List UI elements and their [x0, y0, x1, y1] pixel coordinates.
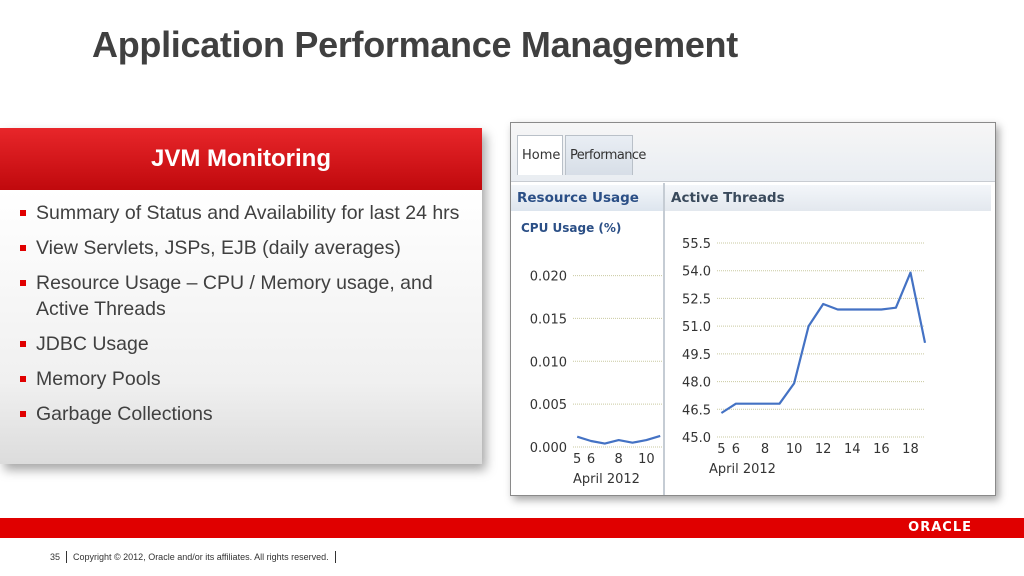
x-tick-label: 10	[786, 442, 803, 457]
plot-area	[717, 239, 925, 437]
footer-bar	[0, 518, 1024, 538]
x-tick-label: 16	[873, 442, 890, 457]
bullet-item: Resource Usage – CPU / Memory usage, and…	[18, 270, 468, 322]
panel-title: JVM Monitoring	[0, 128, 482, 190]
x-tick-label: 14	[844, 442, 861, 457]
y-tick-label: 0.010	[530, 355, 567, 370]
y-tick-label: 55.5	[682, 237, 711, 252]
y-tick-label: 0.005	[530, 398, 567, 413]
x-axis-label: April 2012	[709, 462, 776, 477]
copyright-text: Copyright © 2012, Oracle and/or its affi…	[73, 552, 329, 562]
cpu-usage-title: CPU Usage (%)	[521, 221, 622, 235]
tab-performance[interactable]: Performance	[565, 135, 646, 175]
tab-bar: Home Performance	[511, 123, 995, 182]
footer: 35 Copyright © 2012, Oracle and/or its a…	[50, 551, 336, 563]
x-tick-label: 6	[732, 442, 740, 457]
x-tick-label: 10	[638, 452, 655, 467]
y-tick-label: 0.020	[530, 270, 567, 285]
cpu-usage-chart: 0.000 0.005 0.010 0.015 0.020 5 6 8 10 April 2012	[530, 263, 663, 487]
y-tick-label: 51.0	[682, 320, 711, 335]
app-screenshot: Home Performance Resource Usage Active T…	[510, 122, 996, 496]
y-tick-label: 0.000	[530, 441, 567, 456]
x-tick-label: 8	[761, 442, 769, 457]
active-threads-header: Active Threads	[665, 185, 991, 211]
bullet-item: JDBC Usage	[18, 331, 468, 357]
x-tick-label: 6	[587, 452, 595, 467]
bullet-item: Garbage Collections	[18, 401, 468, 427]
y-tick-label: 46.5	[682, 403, 711, 418]
bullet-item: Summary of Status and Availability for l…	[18, 200, 468, 226]
panel-body: Summary of Status and Availability for l…	[0, 190, 482, 464]
jvm-monitoring-panel: JVM Monitoring Summary of Status and Ava…	[0, 128, 482, 464]
resource-usage-header: Resource Usage	[511, 185, 663, 211]
x-tick-label: 18	[902, 442, 919, 457]
active-threads-chart: 45.0 46.5 48.0 49.5 51.0 52.5 54.0 55.5 5 6 8 10 12 1…	[682, 237, 927, 477]
y-tick-label: 0.015	[530, 312, 567, 327]
y-tick-label: 49.5	[682, 348, 711, 363]
x-tick-label: 5	[573, 452, 581, 467]
oracle-logo: ORACLE	[908, 520, 972, 535]
series-line	[720, 271, 927, 414]
x-tick-label: 5	[717, 442, 725, 457]
y-tick-label: 54.0	[682, 265, 711, 280]
x-tick-label: 12	[815, 442, 832, 457]
y-tick-label: 48.0	[682, 376, 711, 391]
bullet-item: Memory Pools	[18, 366, 468, 392]
x-axis-label: April 2012	[573, 472, 640, 487]
footer-separator	[66, 551, 68, 563]
plot-area	[573, 263, 663, 447]
bullet-item: View Servlets, JSPs, EJB (daily averages…	[18, 235, 468, 261]
series-line	[576, 434, 661, 445]
slide-title: Application Performance Management	[92, 24, 738, 65]
x-tick-label: 8	[615, 452, 623, 467]
section-divider	[663, 183, 665, 495]
bullet-list: Summary of Status and Availability for l…	[18, 200, 468, 427]
tab-home[interactable]: Home	[517, 135, 563, 175]
footer-separator	[334, 551, 336, 563]
y-tick-label: 52.5	[682, 292, 711, 307]
y-tick-label: 45.0	[682, 431, 711, 446]
page-number: 35	[50, 552, 61, 562]
